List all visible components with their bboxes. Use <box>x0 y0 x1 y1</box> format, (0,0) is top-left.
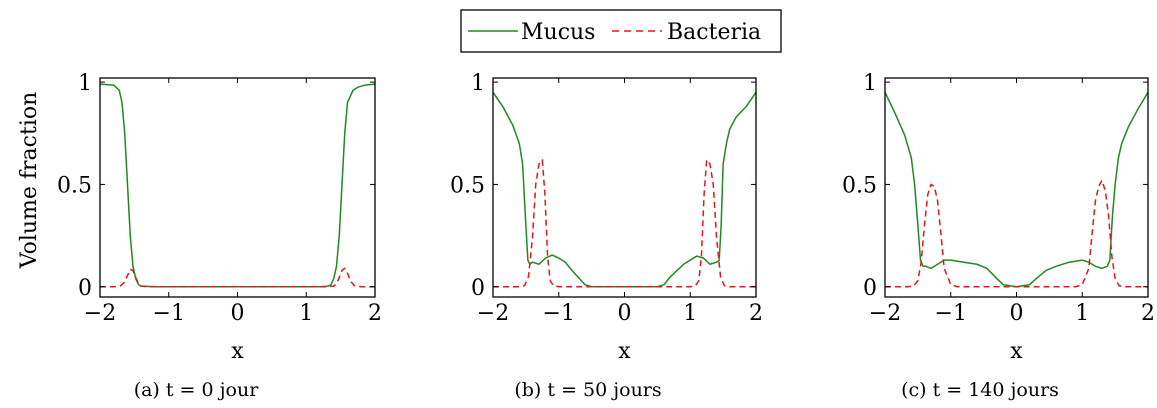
panel-c-y-tick-label: 0 <box>863 276 877 301</box>
panel-b-caption: (b) t = 50 jours <box>514 379 661 401</box>
legend-bacteria-label: Bacteria <box>667 20 761 45</box>
panel-b: −2 −1 0 1 2 0 0.5 1 x (b) t = 50 jours <box>450 71 763 401</box>
panel-c-series-bacteria <box>885 179 1148 288</box>
panel-b-x-tick-label: 1 <box>683 301 697 326</box>
panel-a-series-bacteria <box>100 267 375 288</box>
panel-b-y-tick-label: 0.5 <box>450 173 485 198</box>
panel-a-x-axis-label: x <box>231 339 244 364</box>
panel-c-series-mucus <box>885 91 1148 288</box>
legend-mucus-label: Mucus <box>521 20 595 45</box>
panel-a-x-tick-label: 2 <box>368 301 382 326</box>
panel-a-y-tick-label: 1 <box>78 71 92 96</box>
legend: Mucus Bacteria <box>460 9 782 53</box>
panel-a-caption: (a) t = 0 jour <box>134 379 260 401</box>
panel-b-series-mucus <box>493 91 756 288</box>
panel-a-x-tick-label: −1 <box>153 301 185 326</box>
panel-b-series-bacteria <box>493 159 756 288</box>
panel-c-x-tick-label: 2 <box>1141 301 1155 326</box>
panel-b-y-tick-label: 0 <box>471 276 485 301</box>
y-axis-label: Volume fraction <box>17 92 42 270</box>
panel-a-x-tick-label: 0 <box>231 301 245 326</box>
panel-a-y-tick-label: 0 <box>78 276 92 301</box>
panel-a-x-tick-label: 1 <box>299 301 313 326</box>
panel-b-x-tick-label: 2 <box>749 301 763 326</box>
panel-c-x-axis-label: x <box>1010 339 1023 364</box>
panel-c-y-tick-label: 0.5 <box>842 173 877 198</box>
panel-b-y-tick-label: 1 <box>471 71 485 96</box>
panel-c-y-tick-label: 1 <box>863 71 877 96</box>
panel-c: −2 −1 0 1 2 0 0.5 1 x (c) t = 140 jours <box>842 71 1155 401</box>
panel-b-x-axis-label: x <box>618 339 631 364</box>
panel-b-plot-frame <box>492 77 757 298</box>
panel-a-series-mucus <box>100 83 375 288</box>
panel-c-caption: (c) t = 140 jours <box>901 379 1059 401</box>
panel-c-x-tick-label: 0 <box>1010 301 1024 326</box>
panel-c-x-tick-label: −1 <box>935 301 967 326</box>
panel-c-x-tick-label: 1 <box>1075 301 1089 326</box>
panel-a-x-tick-label: −2 <box>84 301 116 326</box>
panel-b-x-tick-label: 0 <box>618 301 632 326</box>
panel-a-plot-frame <box>99 77 376 298</box>
panel-a-y-tick-label: 0.5 <box>57 173 92 198</box>
panel-c-x-tick-label: −2 <box>869 301 901 326</box>
panel-b-x-tick-label: −1 <box>543 301 575 326</box>
panel-b-x-tick-label: −2 <box>477 301 509 326</box>
panel-a: −2 −1 0 1 2 0 0.5 1 x (a) t = 0 jour <box>57 71 382 401</box>
